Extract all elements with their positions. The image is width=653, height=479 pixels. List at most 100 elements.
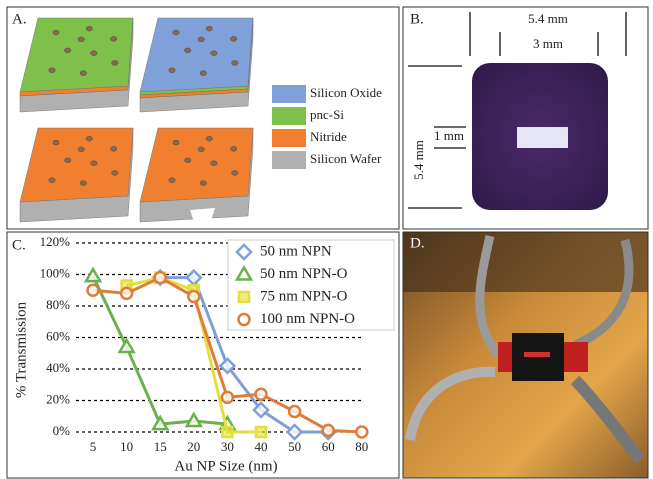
marker <box>239 314 250 325</box>
legend-label: Nitride <box>310 129 347 144</box>
layer-top <box>140 18 253 92</box>
marker <box>356 427 367 438</box>
pore <box>91 161 97 166</box>
pore <box>198 37 204 42</box>
dimension-label: 1 mm <box>434 128 464 143</box>
marker <box>188 291 199 302</box>
y-tick-label: 120% <box>40 234 71 249</box>
pore <box>173 30 179 35</box>
pore <box>200 181 206 186</box>
figure: A. Silicon Oxide pnc-Si Nitride Silicon Waf… <box>0 0 653 479</box>
pore <box>65 48 71 53</box>
y-tick-label: 0% <box>53 423 71 438</box>
x-tick-label: 10 <box>120 439 133 454</box>
legend-swatch <box>272 151 306 169</box>
legend-label: 50 nm NPN <box>260 243 332 259</box>
legend-label: 75 nm NPN-O <box>260 288 348 304</box>
pore <box>80 181 86 186</box>
marker <box>289 406 300 417</box>
marker <box>88 285 99 296</box>
pore <box>91 51 97 56</box>
panel-a: A. Silicon Oxide pnc-Si Nitride Silicon Waf… <box>7 7 399 229</box>
pore <box>53 30 59 35</box>
marker <box>155 272 166 283</box>
pore <box>230 146 236 151</box>
pore <box>211 51 217 56</box>
marker <box>121 288 132 299</box>
pore <box>200 71 206 76</box>
pore <box>53 140 59 145</box>
pore <box>65 158 71 163</box>
layer-top <box>140 128 253 202</box>
pore <box>211 161 217 166</box>
pore <box>173 140 179 145</box>
x-tick-label: 60 <box>322 439 335 454</box>
dimension-label: 5.4 mm <box>528 11 568 26</box>
dimension-label: 3 mm <box>533 36 563 51</box>
panel-d: D. <box>403 232 648 478</box>
pore <box>110 36 116 41</box>
panel-label: B. <box>410 11 424 27</box>
pore <box>49 68 55 73</box>
pore <box>112 61 118 66</box>
marker <box>222 392 233 403</box>
marker <box>256 427 266 437</box>
legend-label: pnc-Si <box>310 107 344 122</box>
y-axis-label: % Transmission <box>13 301 29 398</box>
dimension-label: 5.4 mm <box>411 140 426 180</box>
pore <box>198 147 204 152</box>
pore <box>169 178 175 183</box>
y-tick-label: 20% <box>46 391 70 406</box>
pore <box>185 48 191 53</box>
panel-c: C. Au NP Size (nm) % Transmission 0% 20% 4… <box>7 232 399 478</box>
pore <box>232 171 238 176</box>
panel-label: D. <box>410 235 425 251</box>
pore <box>86 26 92 31</box>
pore <box>49 178 55 183</box>
x-tick-label: 80 <box>355 439 368 454</box>
y-tick-label: 40% <box>46 360 70 375</box>
pore <box>230 36 236 41</box>
pore <box>86 136 92 141</box>
panel-b: B. 5.4 mm 3 mm 1 mm 5.4 mm <box>403 7 648 229</box>
pore <box>112 171 118 176</box>
panel-label: C. <box>12 237 26 253</box>
pore <box>185 158 191 163</box>
x-tick-label: 5 <box>90 439 97 454</box>
pore <box>80 71 86 76</box>
x-tick-label: 20 <box>187 439 200 454</box>
x-tick-label: 30 <box>221 439 234 454</box>
marker <box>222 427 232 437</box>
legend-swatch <box>272 85 306 103</box>
page: A. Silicon Oxide pnc-Si Nitride Silicon Waf… <box>0 0 653 479</box>
x-tick-label: 40 <box>255 439 268 454</box>
x-tick-label: 50 <box>288 439 301 454</box>
layer-top <box>20 18 133 92</box>
panel-label: A. <box>12 11 27 27</box>
legend-label: Silicon Wafer <box>310 151 382 166</box>
legend-swatch <box>272 129 306 147</box>
x-tick-label: 15 <box>154 439 167 454</box>
y-tick-label: 80% <box>46 297 70 312</box>
pore <box>169 68 175 73</box>
marker <box>256 389 267 400</box>
y-tick-label: 60% <box>46 328 70 343</box>
x-axis-label: Au NP Size (nm) <box>174 458 277 474</box>
legend-swatch <box>272 107 306 125</box>
pore <box>78 147 84 152</box>
pore <box>206 136 212 141</box>
y-tick-label: 100% <box>40 265 71 280</box>
marker <box>239 292 249 302</box>
pore <box>78 37 84 42</box>
marker <box>323 425 334 436</box>
photo-shade <box>403 232 648 292</box>
pore <box>110 146 116 151</box>
chip-window <box>524 352 550 357</box>
layer-top <box>20 128 133 202</box>
pore <box>206 26 212 31</box>
legend-label: 100 nm NPN-O <box>260 311 355 327</box>
legend-label: 50 nm NPN-O <box>260 266 348 282</box>
pore <box>232 61 238 66</box>
window <box>517 127 568 148</box>
legend-label: Silicon Oxide <box>310 85 382 100</box>
